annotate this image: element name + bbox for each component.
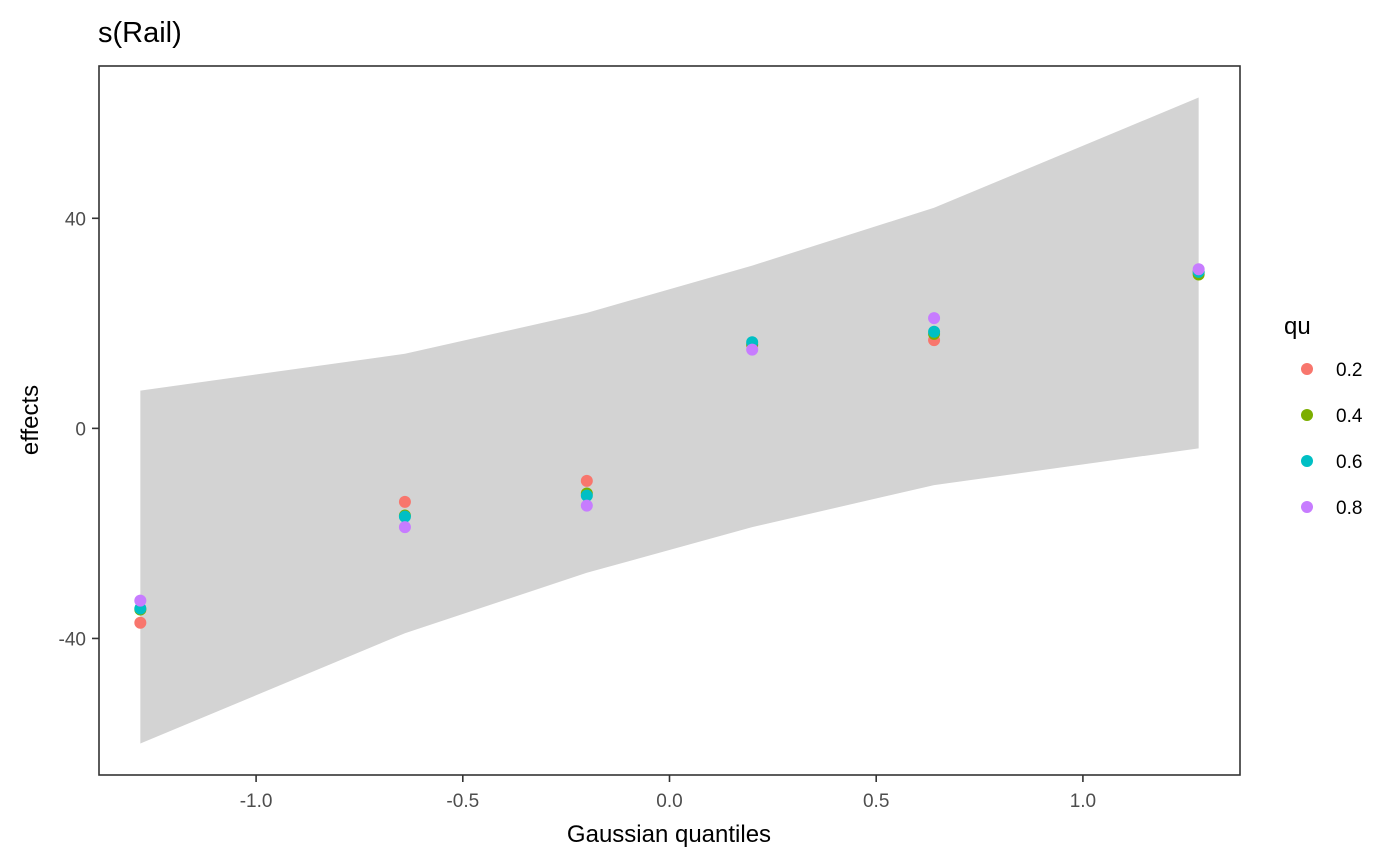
x-axis: -1.0 -0.5 0.0 0.5 1.0 (240, 775, 1096, 812)
confidence-band (140, 97, 1199, 744)
y-tick-label: 0 (75, 419, 86, 440)
plot-area (98, 65, 1241, 776)
legend: qu 0.2 0.4 0.6 0.8 (1284, 313, 1363, 519)
x-axis-title: Gaussian quantiles (567, 821, 771, 848)
data-point (398, 495, 411, 508)
x-tick-label: -1.0 (240, 791, 273, 812)
legend-label: 0.2 (1336, 360, 1362, 381)
y-tick-label: -40 (59, 629, 86, 650)
legend-label: 0.8 (1336, 498, 1362, 519)
data-point (398, 510, 411, 523)
data-point (746, 343, 759, 356)
data-point (928, 325, 941, 338)
data-point (134, 594, 147, 607)
legend-key (1301, 409, 1313, 421)
data-point (398, 521, 411, 534)
data-points (134, 263, 1205, 629)
x-tick-label: 0.0 (656, 791, 682, 812)
legend-label: 0.4 (1336, 406, 1363, 427)
chart-title: s(Rail) (98, 17, 182, 49)
legend-key (1301, 363, 1313, 375)
legend-key (1301, 501, 1313, 513)
data-point (1192, 263, 1205, 276)
x-tick-label: -0.5 (446, 791, 479, 812)
y-axis: -40 0 40 (59, 209, 99, 650)
data-point (580, 474, 593, 487)
data-point (580, 499, 593, 512)
x-tick-label: 1.0 (1070, 791, 1096, 812)
y-tick-label: 40 (65, 209, 86, 230)
data-point (580, 489, 593, 502)
legend-key (1301, 455, 1313, 467)
x-tick-label: 0.5 (863, 791, 889, 812)
legend-title: qu (1284, 313, 1311, 340)
y-axis-title: effects (17, 385, 44, 455)
data-point (928, 312, 941, 325)
data-point (134, 616, 147, 629)
legend-label: 0.6 (1336, 452, 1362, 473)
